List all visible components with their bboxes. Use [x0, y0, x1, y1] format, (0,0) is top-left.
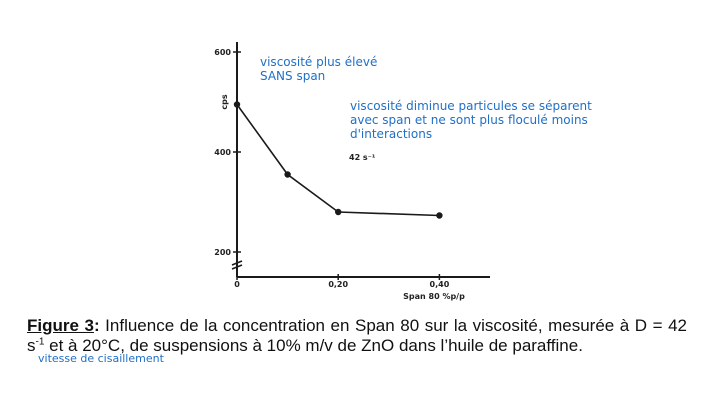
y-tick-label: 400 — [214, 148, 231, 157]
y-axis-label: cps — [220, 94, 229, 109]
shear-rate-label: 42 s⁻¹ — [349, 153, 376, 162]
x-tick-label: 0 — [234, 280, 240, 289]
data-point — [284, 171, 291, 178]
annotation-line: viscosité diminue particules se séparent — [350, 99, 592, 113]
annotation-high-viscosity: viscosité plus élevé SANS span — [260, 55, 377, 83]
data-point — [436, 212, 443, 219]
annotation-line: viscosité plus élevé — [260, 55, 378, 69]
data-point — [233, 101, 241, 108]
chart-axes — [231, 42, 490, 278]
chart-ticks: 200 400 600 0 0,20 0,40 — [214, 48, 449, 289]
x-tick-label: 0,20 — [328, 280, 348, 289]
caption-label: Figure 3 — [27, 316, 94, 335]
caption-separator: : — [93, 316, 100, 335]
x-axis-label: Span 80 %p/p — [403, 292, 465, 301]
figure-caption: Figure 3: Influence de la concentration … — [27, 316, 687, 356]
y-tick-label: 600 — [214, 48, 231, 57]
y-tick-label: 200 — [214, 248, 231, 257]
caption-text: Influence de la concentration en Span 80… — [27, 316, 687, 355]
annotation-line: avec span et ne sont plus floculé moins — [350, 113, 588, 127]
chart-series — [233, 101, 443, 219]
x-tick-label: 0,40 — [430, 280, 450, 289]
caption-text-end: et à 20°C, de suspensions à 10% m/v de Z… — [44, 336, 583, 355]
viscosity-chart: 200 400 600 0 0,20 0,40 Span 80 %p/p cps 42 s… — [214, 42, 490, 301]
annotation-low-viscosity: viscosité diminue particules se séparent… — [350, 99, 592, 141]
caption-exponent: -1 — [35, 336, 45, 348]
axis-break-mark — [231, 260, 243, 266]
series-line — [236, 104, 440, 217]
annotation-shear-rate: vitesse de cisaillement — [38, 352, 164, 365]
axis-break-mark — [231, 264, 243, 270]
annotation-line: SANS span — [260, 69, 326, 83]
data-point — [335, 208, 342, 216]
annotation-line: d'interactions — [350, 127, 433, 141]
